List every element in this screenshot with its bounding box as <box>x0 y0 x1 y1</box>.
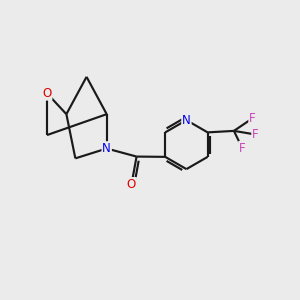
Text: N: N <box>102 142 111 155</box>
Text: F: F <box>249 112 256 125</box>
Text: F: F <box>239 142 246 155</box>
Text: N: N <box>182 114 191 127</box>
Text: O: O <box>42 87 52 100</box>
Text: O: O <box>127 178 136 191</box>
Text: F: F <box>252 128 259 141</box>
